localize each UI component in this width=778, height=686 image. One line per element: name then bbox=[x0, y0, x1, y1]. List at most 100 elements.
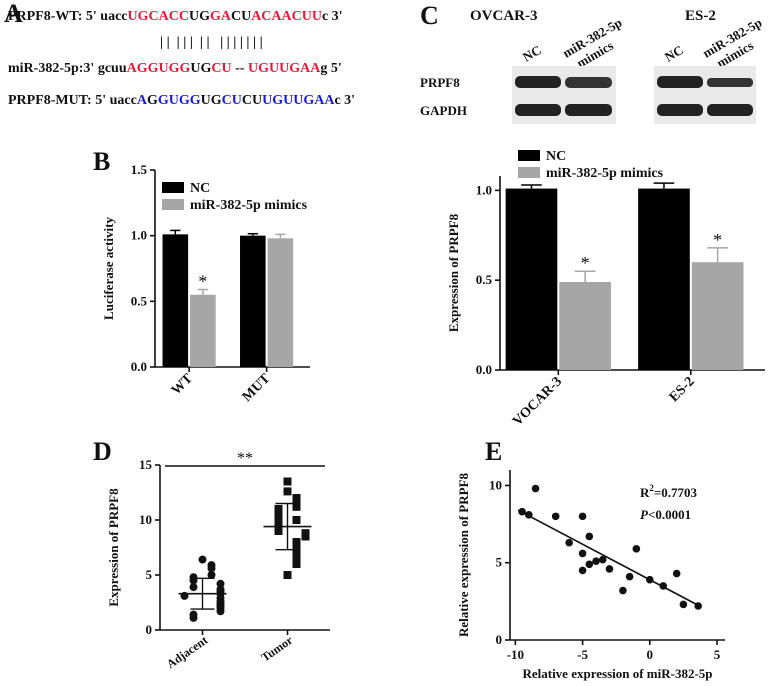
data-point bbox=[207, 571, 216, 579]
data-point bbox=[578, 566, 587, 575]
fit-line bbox=[517, 509, 700, 607]
data-point bbox=[292, 494, 301, 502]
x-tick-label: MUT bbox=[240, 371, 274, 405]
sequence-segment: CU bbox=[222, 93, 242, 108]
y-tick-label: 1.5 bbox=[131, 162, 148, 177]
x-tick-label: Tumor bbox=[259, 633, 296, 665]
sequence-segment: UG bbox=[189, 9, 210, 24]
x-tick-label: -5 bbox=[577, 647, 588, 662]
x-tick-label: -10 bbox=[507, 647, 524, 662]
panel-letter: D bbox=[93, 437, 112, 466]
cell-line: ES-2 bbox=[685, 8, 716, 24]
x-axis-label: Relative expression of miR-382-5p bbox=[522, 666, 712, 681]
data-point bbox=[292, 538, 301, 546]
sequence-segment: c 3' bbox=[334, 93, 355, 108]
legend-label: miR-382-5p mimics bbox=[190, 198, 308, 213]
y-tick-label: 0.5 bbox=[131, 293, 148, 308]
sequence-segment: UG bbox=[190, 61, 211, 76]
sequence-segment: ACAACUU bbox=[251, 9, 322, 24]
y-axis-label: Expression of PRPF8 bbox=[106, 488, 121, 607]
data-point bbox=[585, 560, 594, 569]
sequence-segment: miR-382-5p:3' gcuu bbox=[8, 61, 127, 76]
sequence-segment: -- bbox=[232, 61, 248, 76]
y-tick-label: 10 bbox=[139, 512, 152, 527]
annotation-part: P bbox=[640, 507, 649, 522]
y-axis-label: Luciferase activity bbox=[101, 217, 116, 320]
sequence-segment: GUGG bbox=[158, 93, 201, 108]
panel-letter: E bbox=[485, 437, 502, 466]
sequence-row: | | | | | | | | | | | | | | bbox=[160, 35, 263, 50]
data-point bbox=[216, 579, 225, 588]
significance: * bbox=[713, 230, 722, 250]
sequence-segment: G bbox=[147, 93, 158, 108]
data-point bbox=[578, 549, 587, 558]
sequence-segment: UGUUGAA bbox=[262, 93, 335, 108]
data-point bbox=[301, 532, 310, 541]
sequence-segment: CU bbox=[211, 61, 231, 76]
data-point bbox=[189, 613, 198, 622]
data-point bbox=[292, 516, 301, 524]
panel-letter: B bbox=[93, 147, 110, 176]
data-point bbox=[679, 600, 688, 609]
data-point bbox=[274, 527, 283, 535]
data-point bbox=[292, 560, 301, 568]
data-point bbox=[632, 545, 641, 553]
legend-swatch bbox=[162, 199, 184, 210]
sequence-segment: UG bbox=[201, 93, 222, 108]
sequence-segment: A bbox=[137, 93, 148, 108]
annotation-part: R bbox=[640, 485, 650, 500]
bar bbox=[267, 238, 294, 367]
data-point bbox=[274, 510, 283, 519]
legend-label: NC bbox=[546, 149, 566, 164]
bar bbox=[162, 234, 189, 367]
lane-label: NC bbox=[520, 42, 544, 64]
bar bbox=[240, 235, 266, 367]
panel-letter: A bbox=[4, 0, 23, 28]
y-tick-label: 5 bbox=[146, 567, 153, 582]
data-point bbox=[585, 532, 594, 541]
significance: * bbox=[198, 272, 207, 292]
x-tick-label: ES-2 bbox=[667, 374, 698, 405]
annotation: P<0.0001 bbox=[640, 507, 691, 522]
data-point bbox=[619, 586, 627, 595]
annotation-part: =0.7703 bbox=[654, 485, 698, 500]
data-point bbox=[198, 555, 207, 564]
annotation-part: 2 bbox=[649, 483, 654, 493]
protein-label: GAPDH bbox=[420, 103, 467, 118]
data-point bbox=[189, 583, 198, 592]
panel-letter: C bbox=[420, 1, 439, 30]
y-tick-label: 0.0 bbox=[131, 359, 147, 374]
legend-label: miR-382-5p mimics bbox=[546, 166, 664, 181]
x-tick-label: WT bbox=[169, 371, 197, 399]
x-tick-label: 5 bbox=[714, 647, 721, 662]
y-tick-label: 0 bbox=[496, 632, 503, 647]
y-tick-label: 15 bbox=[139, 457, 153, 472]
data-point bbox=[283, 487, 292, 496]
bar bbox=[638, 188, 690, 370]
sequence-row: PRPF8-MUT: 5' uaccAGGUGGUGCUCUUGUUGAAc 3… bbox=[8, 93, 355, 108]
significance: * bbox=[581, 253, 590, 273]
y-tick-label: 0 bbox=[146, 622, 153, 637]
sequence-segment: g 5' bbox=[320, 61, 341, 76]
y-tick-label: 1.0 bbox=[476, 182, 492, 197]
data-point bbox=[592, 557, 600, 565]
sequence-row: miR-382-5p:3' gcuuAGGUGGUGCU -- UGUUGAAg… bbox=[8, 61, 342, 76]
data-point bbox=[531, 484, 540, 493]
sequence-segment: AGGUGG bbox=[127, 61, 191, 76]
sequence-segment: GA bbox=[210, 9, 232, 24]
bar bbox=[691, 262, 744, 370]
data-point bbox=[274, 505, 283, 513]
bar bbox=[505, 188, 558, 370]
data-point bbox=[283, 571, 292, 579]
lane-label: NC bbox=[662, 42, 686, 64]
sequence-segment: CU bbox=[242, 93, 262, 108]
data-point bbox=[605, 565, 614, 573]
data-point bbox=[551, 512, 560, 521]
sequence-segment: UGCACC bbox=[128, 9, 189, 24]
data-point bbox=[292, 502, 301, 511]
data-point bbox=[207, 564, 216, 573]
protein-label: PRPF8 bbox=[420, 75, 460, 90]
data-point bbox=[216, 607, 225, 616]
sequence-segment: UGUUGAA bbox=[248, 61, 321, 76]
significance: ** bbox=[237, 450, 253, 467]
